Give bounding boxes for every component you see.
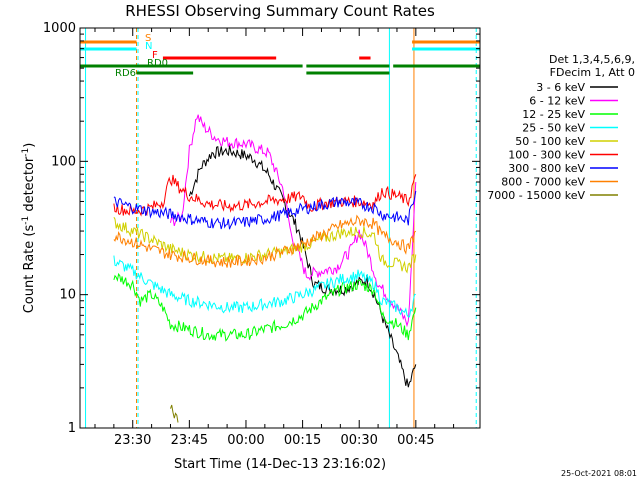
legend-entry-label-7: 800 - 7000 keV: [501, 176, 585, 189]
x-tick-label-4: 00:30: [340, 433, 377, 448]
y-axis-label: Count Rate (s-1 detector-1): [21, 143, 37, 314]
status-bar-label-n: N: [145, 41, 152, 52]
status-bar-label-s: S: [145, 33, 151, 44]
series-line-5: [113, 174, 417, 217]
series-line-4: [113, 216, 417, 274]
y-tick-label-2: 100: [51, 154, 76, 169]
status-bar-label-rd6: RD6: [115, 68, 136, 79]
x-tick-label-0: 23:30: [114, 433, 151, 448]
series-line-3: [113, 255, 416, 318]
legend-entry-label-6: 300 - 800 keV: [508, 162, 585, 175]
plot-frame: [79, 27, 481, 429]
legend-entry-label-3: 25 - 50 keV: [522, 122, 585, 135]
y-tick-label-1: 10: [59, 288, 76, 303]
legend-entry-label-2: 12 - 25 keV: [522, 108, 585, 121]
series-line-7: [113, 214, 417, 268]
legend-entry-label-4: 50 - 100 keV: [515, 135, 585, 148]
x-tick-label-2: 00:00: [227, 433, 264, 448]
chart-title: RHESSI Observing Summary Count Rates: [125, 2, 435, 20]
y-tick-label-0: 1: [68, 421, 76, 436]
x-tick-label-3: 00:15: [284, 433, 321, 448]
legend: Det 1,3,4,5,6,9, FDecim 1, Att 0 3 - 6 k…: [487, 53, 635, 202]
x-tick-label-1: 23:45: [171, 433, 208, 448]
y-tick-label-3: 1000: [43, 21, 76, 36]
legend-entry-label-5: 100 - 300 keV: [508, 149, 585, 162]
legend-entry-label-0: 3 - 6 keV: [536, 81, 585, 94]
legend-header-1: Det 1,3,4,5,6,9,: [549, 53, 635, 66]
legend-entry-label-8: 7000 - 15000 keV: [487, 189, 585, 202]
x-axis-label: Start Time (14-Dec-13 23:16:02): [174, 457, 386, 472]
status-bar-label-f: F: [152, 50, 158, 61]
series-line-6: [113, 190, 417, 230]
x-tick-label-5: 00:45: [397, 433, 434, 448]
footer-timestamp: 25-Oct-2021 08:01: [561, 469, 637, 478]
series-line-8: [170, 404, 179, 423]
series-line-2: [113, 272, 417, 342]
legend-header-2: FDecim 1, Att 0: [550, 66, 635, 79]
status-bar-label-rd0: RD0: [147, 58, 168, 69]
legend-entry-label-1: 6 - 12 keV: [529, 95, 585, 108]
